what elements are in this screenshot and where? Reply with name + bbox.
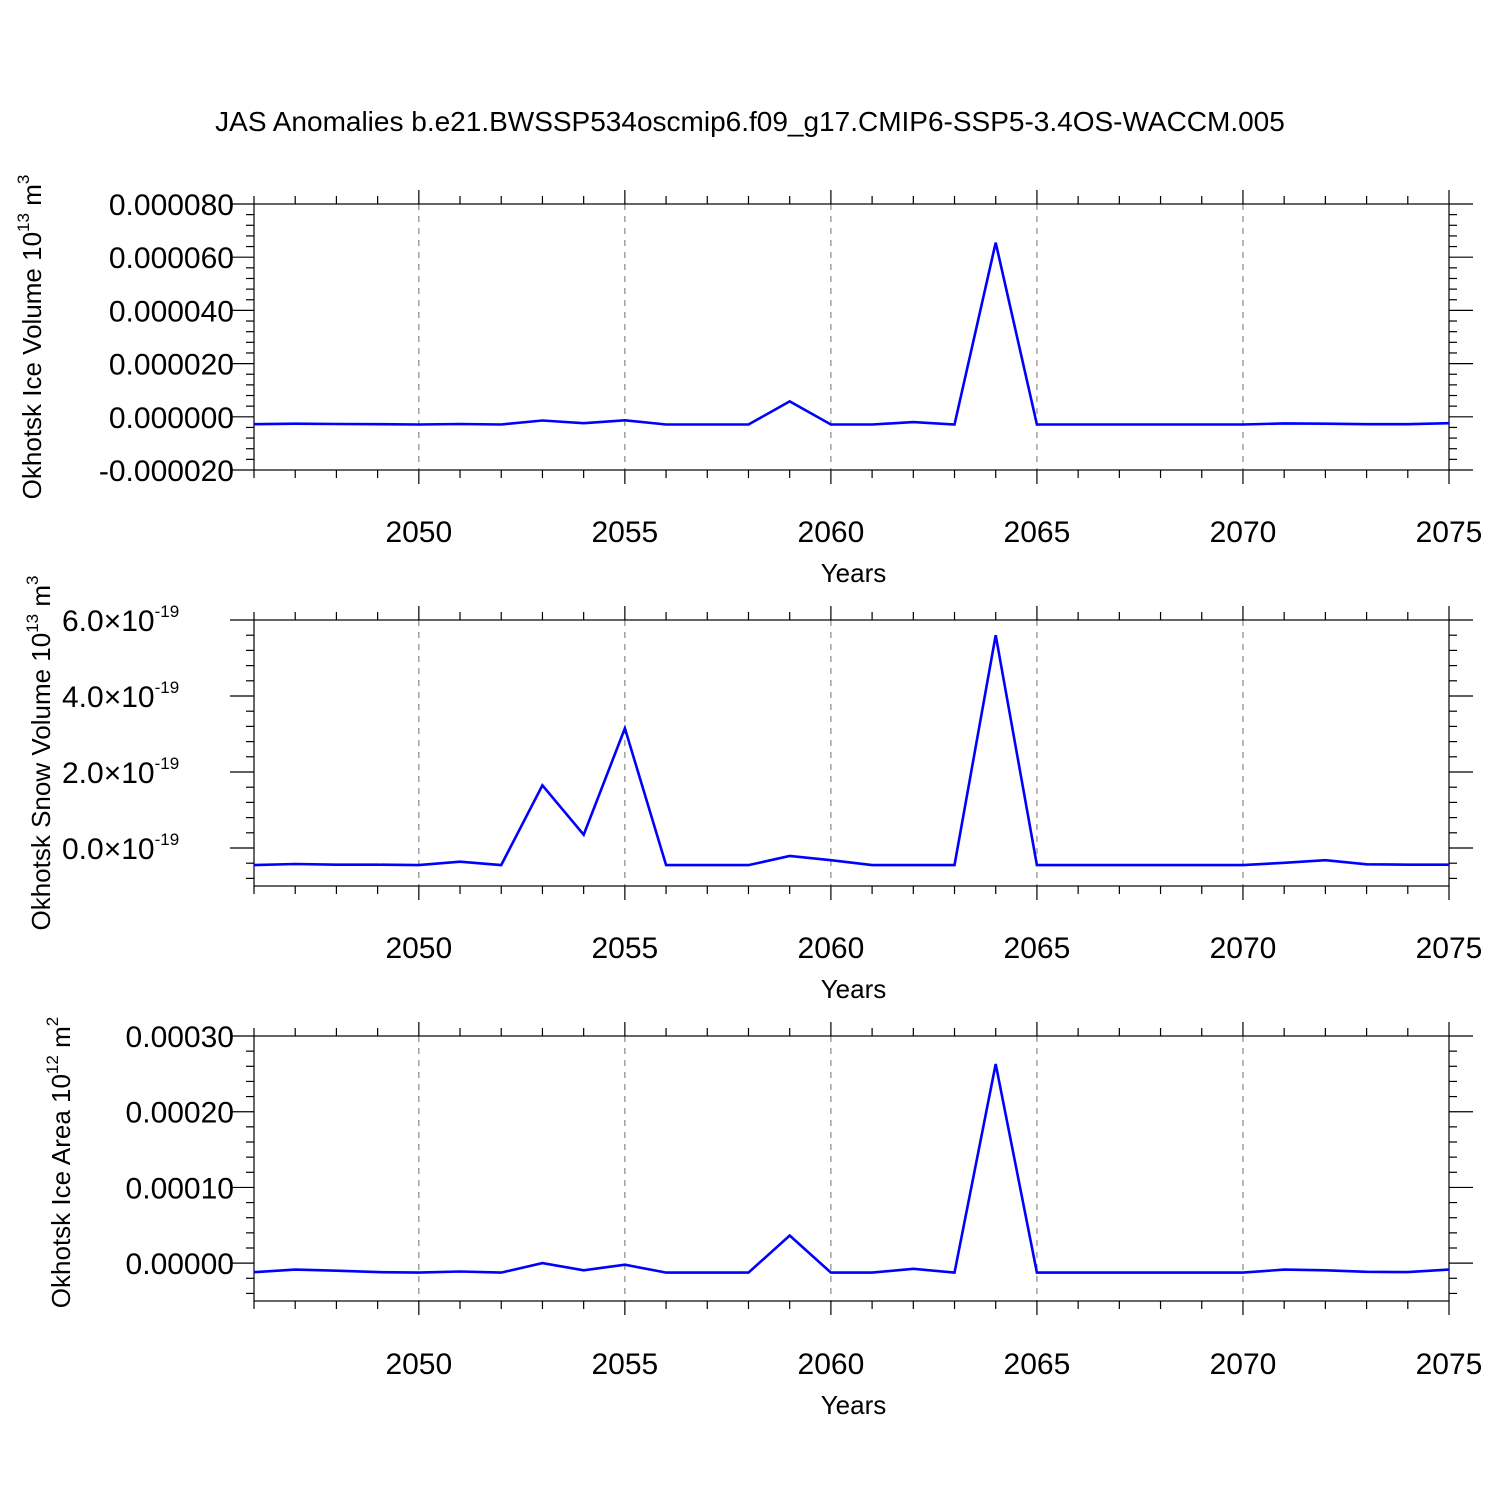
x-tick-label: 2075: [1416, 516, 1483, 549]
plot-frame: [253, 1035, 1450, 1302]
series-line: [253, 634, 1449, 867]
x-axis-title: Years: [821, 974, 887, 1004]
y-axis-title: Okhotsk Ice Area 1012 m2: [43, 1017, 76, 1308]
y-tick-label: 0.00010: [126, 1172, 234, 1205]
y-tick-label: 0.0×10-19: [62, 830, 179, 866]
plot-frame: [253, 203, 1450, 471]
x-tick-label: 2075: [1416, 1348, 1483, 1381]
y-axis-title: Okhotsk Snow Volume 1013 m3: [23, 576, 56, 931]
x-tick-label: 2065: [1004, 1348, 1071, 1381]
x-tick-label: 2060: [798, 932, 865, 965]
x-tick-label: 2065: [1004, 516, 1071, 549]
panel-2: 2050 2055 2060 2065 2070 2075 Years 0.0×10-19 2.…: [23, 576, 1482, 1005]
x-tick-label: 2050: [385, 932, 452, 965]
series-line: [253, 242, 1450, 426]
x-tick-label: 2055: [591, 1348, 658, 1381]
chart-title: JAS Anomalies b.e21.BWSSP534oscmip6.f09_…: [215, 106, 1285, 137]
x-tick-label: 2070: [1210, 1348, 1277, 1381]
y-tick-label: 0.000020: [109, 349, 234, 382]
x-tick-label: 2060: [798, 516, 865, 549]
x-tick-label: 2050: [385, 1348, 452, 1381]
y-tick-label: 0.000000: [109, 402, 234, 435]
series-line: [253, 1063, 1450, 1275]
y-tick-label: 0.000080: [109, 189, 234, 222]
y-tick-label: 6.0×10-19: [62, 602, 179, 638]
y-tick-label: -0.000020: [99, 455, 234, 488]
x-tick-label: 2050: [385, 516, 452, 549]
y-tick-label: 2.0×10-19: [62, 754, 179, 790]
x-tick-label: 2060: [798, 1348, 865, 1381]
y-tick-label: 0.00000: [126, 1248, 234, 1281]
y-tick-label: 0.000060: [109, 242, 234, 275]
x-tick-label: 2075: [1416, 932, 1483, 965]
panel-1: 2050 2055 2060 2065 2070 2075 Years -0.000020 0.…: [14, 175, 1482, 588]
y-tick-label: 0.00020: [126, 1097, 234, 1130]
y-tick-label: 4.0×10-19: [62, 678, 179, 714]
x-axis-title: Years: [821, 558, 887, 588]
x-tick-label: 2070: [1210, 516, 1277, 549]
x-tick-label: 2070: [1210, 932, 1277, 965]
y-axis-title: Okhotsk Ice Volume 1013 m3: [14, 175, 47, 500]
panel-3: 2050 2055 2060 2065 2070 2075 Years 0.00000 0.00…: [43, 1017, 1482, 1420]
plot-frame: [253, 619, 1450, 887]
x-tick-label: 2055: [591, 932, 658, 965]
x-tick-label: 2055: [591, 516, 658, 549]
x-axis-title: Years: [821, 1390, 887, 1420]
y-tick-label: 0.000040: [109, 295, 234, 328]
x-tick-label: 2065: [1004, 932, 1071, 965]
y-tick-label: 0.00030: [126, 1021, 234, 1054]
